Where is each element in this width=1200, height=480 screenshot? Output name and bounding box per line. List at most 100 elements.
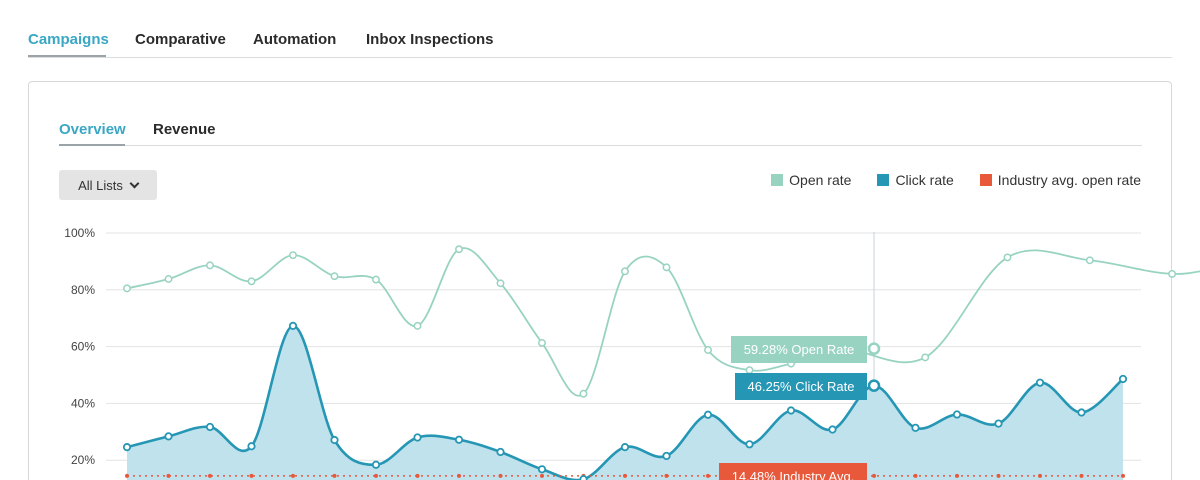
legend-click-rate[interactable]: Click rate bbox=[877, 172, 954, 188]
open-rate-point bbox=[455, 245, 463, 254]
top-tabs: Campaigns Comparative Automation Inbox I… bbox=[28, 0, 1172, 58]
click-rate-point bbox=[247, 442, 256, 451]
tab-comparative[interactable]: Comparative bbox=[135, 31, 226, 48]
industry-avg-point bbox=[498, 473, 503, 478]
tab-campaigns[interactable]: Campaigns bbox=[28, 31, 109, 48]
list-filter-dropdown[interactable]: All Lists bbox=[59, 170, 157, 200]
click-rate-point bbox=[620, 443, 630, 452]
open-rate-point bbox=[413, 321, 422, 330]
click-rate-area bbox=[127, 325, 1123, 480]
click-rate-point bbox=[828, 425, 837, 434]
legend-open-rate[interactable]: Open rate bbox=[771, 172, 851, 188]
industry-avg-tooltip-text: 14.48% Industry Avg. bbox=[732, 469, 855, 480]
open-rate-point bbox=[496, 279, 505, 288]
legend-label: Industry avg. open rate bbox=[997, 172, 1141, 188]
open-rate-point bbox=[579, 389, 588, 398]
click-rate-point bbox=[745, 440, 754, 449]
tab-revenue[interactable]: Revenue bbox=[153, 121, 216, 138]
click-rate-point bbox=[164, 432, 173, 441]
click-rate-point bbox=[1077, 408, 1086, 417]
click-rate-point bbox=[579, 475, 588, 480]
industry-avg-point bbox=[955, 473, 959, 478]
industry-avg-tooltip-box bbox=[719, 463, 867, 480]
click-rate-point bbox=[371, 460, 381, 469]
click-rate-point bbox=[496, 447, 505, 457]
open-rate-point bbox=[1168, 269, 1177, 278]
open-rate-tooltip-text: 59.28% Open Rate bbox=[744, 342, 855, 357]
click-rate-point bbox=[952, 410, 962, 419]
click-rate-point bbox=[413, 433, 422, 442]
industry-avg-point bbox=[706, 473, 710, 478]
open-rate-point bbox=[745, 366, 754, 375]
legend-industry-avg[interactable]: Industry avg. open rate bbox=[979, 172, 1141, 188]
click-rate-point bbox=[537, 465, 547, 474]
list-filter-value: All Lists bbox=[78, 177, 123, 193]
click-rate-hover-point bbox=[867, 379, 881, 392]
click-rate-point bbox=[994, 419, 1003, 428]
open-rate-point bbox=[1003, 253, 1012, 262]
y-tick-label: 80% bbox=[71, 283, 95, 297]
open-rate-point bbox=[330, 272, 339, 281]
click-rate-point bbox=[288, 321, 298, 330]
industry-avg-point bbox=[166, 473, 171, 478]
click-rate-tooltip-text: 46.25% Click Rate bbox=[748, 379, 855, 394]
industry-avg-point bbox=[540, 473, 544, 478]
industry-avg-point bbox=[872, 473, 876, 478]
tab-inbox-inspections[interactable]: Inbox Inspections bbox=[366, 31, 494, 48]
open-rate-tooltip-box bbox=[731, 336, 867, 363]
open-rate-point bbox=[538, 338, 546, 347]
open-rate-point bbox=[206, 261, 214, 270]
click-rate-point bbox=[122, 443, 132, 452]
industry-avg-point bbox=[208, 473, 212, 478]
tab-automation[interactable]: Automation bbox=[253, 31, 337, 48]
industry-avg-point bbox=[332, 473, 337, 478]
open-rate-point bbox=[123, 284, 131, 293]
industry-avg-point bbox=[623, 473, 627, 478]
chart-panel: Overview Revenue All Lists Open rate Cli… bbox=[28, 81, 1172, 480]
open-rate-point bbox=[247, 277, 256, 286]
y-tick-label: 20% bbox=[71, 453, 95, 467]
y-tick-label: 40% bbox=[71, 396, 95, 410]
open-rate-point bbox=[662, 263, 671, 272]
click-rate-point bbox=[330, 435, 339, 445]
industry-avg-point bbox=[996, 473, 1001, 478]
industry-avg-point bbox=[125, 473, 129, 478]
click-rate-point bbox=[786, 406, 796, 415]
click-rate-point bbox=[1118, 374, 1128, 384]
open-rate-swatch bbox=[771, 174, 784, 186]
open-rate-point bbox=[921, 353, 930, 362]
open-rate-point bbox=[164, 275, 173, 283]
open-rate-line bbox=[126, 247, 1200, 397]
active-subtab-underline bbox=[59, 144, 125, 146]
tab-overview[interactable]: Overview bbox=[59, 121, 126, 138]
industry-avg-point bbox=[249, 473, 254, 478]
click-rate-point bbox=[703, 410, 713, 419]
chart-legend: Open rate Click rate Industry avg. open … bbox=[771, 172, 1141, 188]
industry-avg-point bbox=[913, 473, 918, 478]
click-rate-tooltip-box bbox=[735, 373, 867, 400]
y-tick-label: 60% bbox=[71, 340, 95, 354]
click-rate-point bbox=[1035, 378, 1045, 387]
legend-label: Open rate bbox=[789, 172, 852, 188]
open-rate-point bbox=[1085, 256, 1094, 265]
active-tab-underline bbox=[28, 55, 106, 57]
industry-avg-point bbox=[374, 473, 378, 478]
open-rate-point bbox=[372, 275, 380, 284]
open-rate-point bbox=[621, 267, 629, 276]
open-rate-point bbox=[289, 251, 297, 260]
open-rate-hover-point bbox=[867, 342, 881, 355]
click-rate-point bbox=[911, 423, 920, 432]
industry-avg-point bbox=[1121, 473, 1125, 478]
industry-avg-point bbox=[415, 473, 420, 478]
industry-avg-point bbox=[457, 473, 461, 478]
sub-tabs: Overview Revenue bbox=[59, 82, 1142, 146]
industry-avg-point bbox=[1079, 473, 1084, 478]
legend-label: Click rate bbox=[895, 172, 954, 188]
industry-avg-point bbox=[1038, 473, 1042, 478]
industry-avg-swatch bbox=[979, 174, 992, 186]
open-rate-point bbox=[704, 346, 712, 354]
click-rate-swatch bbox=[877, 174, 890, 186]
click-rate-point bbox=[662, 451, 671, 461]
click-rate-point bbox=[454, 435, 464, 444]
